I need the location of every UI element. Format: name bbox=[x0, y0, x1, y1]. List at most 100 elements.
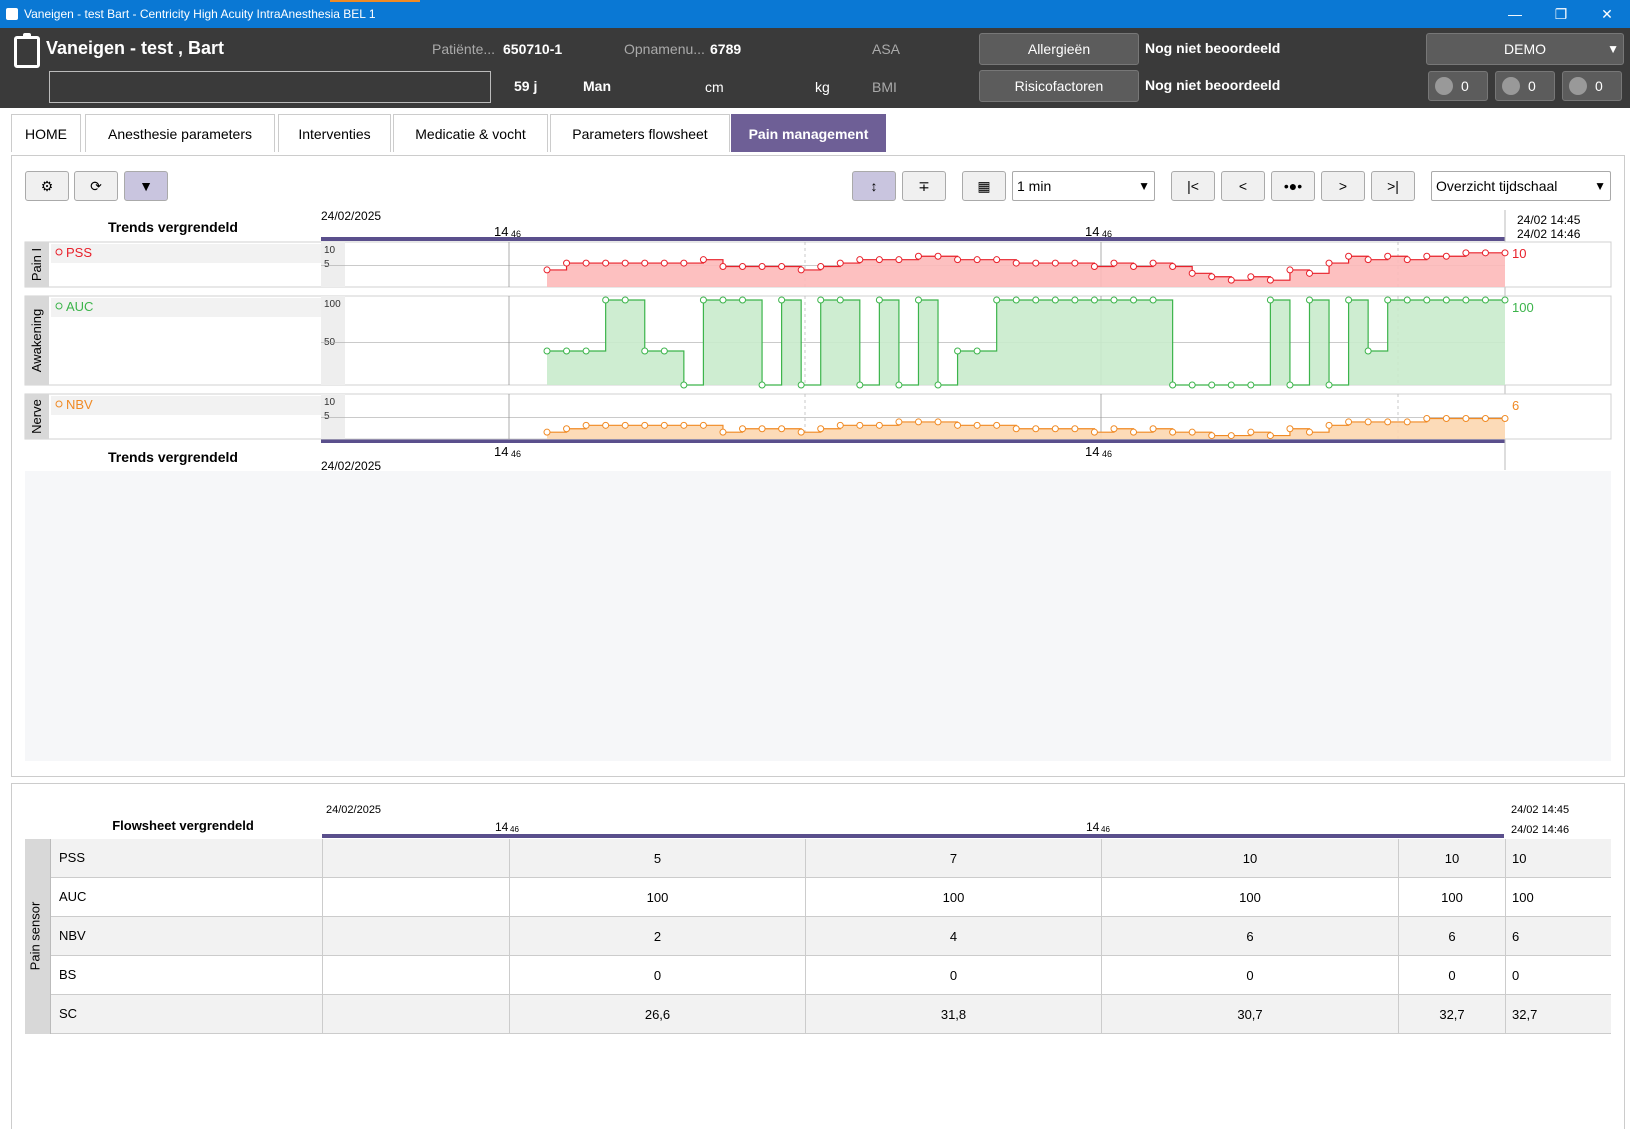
flowsheet-end-time-2: 24/02 14:46 bbox=[1511, 824, 1569, 836]
trend-param-label[interactable]: AUC bbox=[66, 299, 93, 314]
minimize-button[interactable]: — bbox=[1508, 6, 1522, 22]
maximize-button[interactable]: ❐ bbox=[1554, 5, 1568, 22]
patient-note-input[interactable] bbox=[49, 71, 491, 103]
tools-counter[interactable]: 0 bbox=[1428, 71, 1488, 101]
data-point bbox=[1090, 296, 1098, 304]
settings-button[interactable]: ⚙ bbox=[25, 171, 69, 201]
flowsheet-cell[interactable]: 30,7 bbox=[1101, 995, 1398, 1034]
flowsheet-row-label: BS bbox=[59, 967, 77, 982]
flowsheet-cell[interactable]: 4 bbox=[805, 917, 1101, 956]
time-label-4-hour: 14 bbox=[1085, 444, 1099, 459]
next-button[interactable]: > bbox=[1321, 171, 1365, 201]
flowsheet-cell[interactable]: 0 bbox=[805, 956, 1101, 995]
trend-param-label[interactable]: NBV bbox=[66, 397, 93, 412]
data-point bbox=[1403, 296, 1411, 304]
flowsheet-cell[interactable]: 100 bbox=[1505, 878, 1611, 917]
data-point bbox=[1188, 269, 1196, 277]
checks-counter[interactable]: 0 bbox=[1562, 71, 1622, 101]
tab-anesthesia-parameters[interactable]: Anesthesie parameters bbox=[85, 114, 275, 152]
flowsheet-cell[interactable]: 32,7 bbox=[1398, 995, 1505, 1034]
last-page-button[interactable]: >| bbox=[1371, 171, 1415, 201]
flowsheet-cell[interactable]: 100 bbox=[509, 878, 805, 917]
data-point bbox=[1325, 259, 1333, 267]
demo-label: DEMO bbox=[1504, 41, 1546, 57]
flowsheet-cell[interactable] bbox=[322, 995, 509, 1034]
flowsheet-cell[interactable] bbox=[322, 956, 509, 995]
flowsheet-cell[interactable]: 100 bbox=[805, 878, 1101, 917]
flowsheet-cell[interactable]: 0 bbox=[1101, 956, 1398, 995]
tab-parameters-flowsheet[interactable]: Parameters flowsheet bbox=[550, 114, 730, 152]
data-point bbox=[719, 263, 727, 270]
chevron-down-icon: ▼ bbox=[1594, 179, 1606, 193]
flowsheet-cell[interactable]: 10 bbox=[1101, 839, 1398, 878]
close-button[interactable]: ✕ bbox=[1601, 5, 1613, 22]
tab-medication-fluids[interactable]: Medicatie & vocht bbox=[393, 114, 548, 152]
allergies-button[interactable]: Allergieën bbox=[979, 33, 1139, 65]
data-point bbox=[817, 425, 825, 433]
calculator-button[interactable]: ▦ bbox=[962, 171, 1006, 201]
data-point bbox=[1051, 425, 1059, 433]
tab-interventions[interactable]: Interventies bbox=[278, 114, 391, 152]
flowsheet-cell[interactable]: 26,6 bbox=[509, 995, 805, 1034]
flowsheet-time-band bbox=[322, 834, 1504, 838]
risk-factors-button[interactable]: Risicofactoren bbox=[979, 70, 1139, 102]
first-page-button[interactable]: |< bbox=[1171, 171, 1215, 201]
flowsheet-cell[interactable]: 10 bbox=[1398, 839, 1505, 878]
trend-param-row bbox=[51, 244, 321, 263]
flowsheet-cell[interactable]: 100 bbox=[1101, 878, 1398, 917]
filter-button[interactable]: ▼ bbox=[124, 171, 168, 201]
skip-end-icon: >| bbox=[1387, 178, 1399, 194]
trend-tick-area bbox=[321, 242, 345, 287]
flowsheet-cell[interactable]: 5 bbox=[509, 839, 805, 878]
demo-dropdown[interactable]: DEMO ▼ bbox=[1426, 33, 1624, 65]
trend-tick-area bbox=[321, 394, 345, 439]
trend-group-bar bbox=[25, 242, 49, 287]
trend-param-label[interactable]: PSS bbox=[66, 245, 92, 260]
flowsheet-cell[interactable]: 100 bbox=[1398, 878, 1505, 917]
data-point bbox=[1169, 381, 1177, 389]
flowsheet-cell[interactable]: 31,8 bbox=[805, 995, 1101, 1034]
flowsheet-cell[interactable]: 6 bbox=[1398, 917, 1505, 956]
data-point bbox=[993, 421, 1001, 429]
flowsheet-cell[interactable]: 6 bbox=[1101, 917, 1398, 956]
expand-vertical-button[interactable]: ↕ bbox=[852, 171, 896, 201]
center-now-button[interactable]: •●• bbox=[1271, 171, 1315, 201]
flowsheet-cell[interactable]: 0 bbox=[1505, 956, 1611, 995]
asa-label: ASA bbox=[872, 41, 901, 57]
data-point bbox=[1305, 296, 1313, 304]
flowsheet-cell[interactable]: 2 bbox=[509, 917, 805, 956]
data-point bbox=[895, 381, 903, 389]
chevron-right-icon: > bbox=[1338, 178, 1348, 194]
data-point bbox=[1266, 432, 1274, 440]
flowsheet-cell[interactable] bbox=[322, 839, 509, 878]
data-point bbox=[797, 266, 805, 274]
tab-pain-management[interactable]: Pain management bbox=[731, 114, 886, 152]
data-point bbox=[954, 421, 962, 429]
data-point bbox=[1071, 425, 1079, 433]
flowsheet-cell[interactable]: 10 bbox=[1505, 839, 1611, 878]
flowsheet-cell[interactable]: 32,7 bbox=[1505, 995, 1611, 1034]
flowsheet-cell[interactable]: 0 bbox=[509, 956, 805, 995]
data-point bbox=[621, 259, 629, 267]
refresh-button[interactable]: ⟳ bbox=[74, 171, 118, 201]
interval-select[interactable]: 1 min ▼ bbox=[1012, 171, 1155, 201]
previous-button[interactable]: < bbox=[1221, 171, 1265, 201]
meds-counter[interactable]: 0 bbox=[1495, 71, 1555, 101]
data-point bbox=[739, 296, 747, 304]
collapse-vertical-button[interactable]: ∓ bbox=[902, 171, 946, 201]
flowsheet-cell[interactable] bbox=[322, 917, 509, 956]
risk-factors-status: Nog niet beoordeeld bbox=[1145, 77, 1281, 93]
data-point bbox=[1090, 428, 1098, 436]
time-label-2-min: 46 bbox=[1102, 229, 1112, 239]
flowsheet-group-label: Pain sensor bbox=[27, 901, 43, 971]
data-point bbox=[875, 256, 883, 264]
data-point bbox=[973, 347, 981, 355]
timescale-select[interactable]: Overzicht tijdschaal ▼ bbox=[1431, 171, 1611, 201]
flowsheet-cell[interactable]: 6 bbox=[1505, 917, 1611, 956]
trend-group-bar bbox=[25, 394, 49, 439]
flowsheet-cell[interactable]: 0 bbox=[1398, 956, 1505, 995]
flowsheet-cell[interactable]: 7 bbox=[805, 839, 1101, 878]
tab-home[interactable]: HOME bbox=[11, 114, 81, 152]
flowsheet-cell[interactable] bbox=[322, 878, 509, 917]
data-point bbox=[1051, 296, 1059, 304]
